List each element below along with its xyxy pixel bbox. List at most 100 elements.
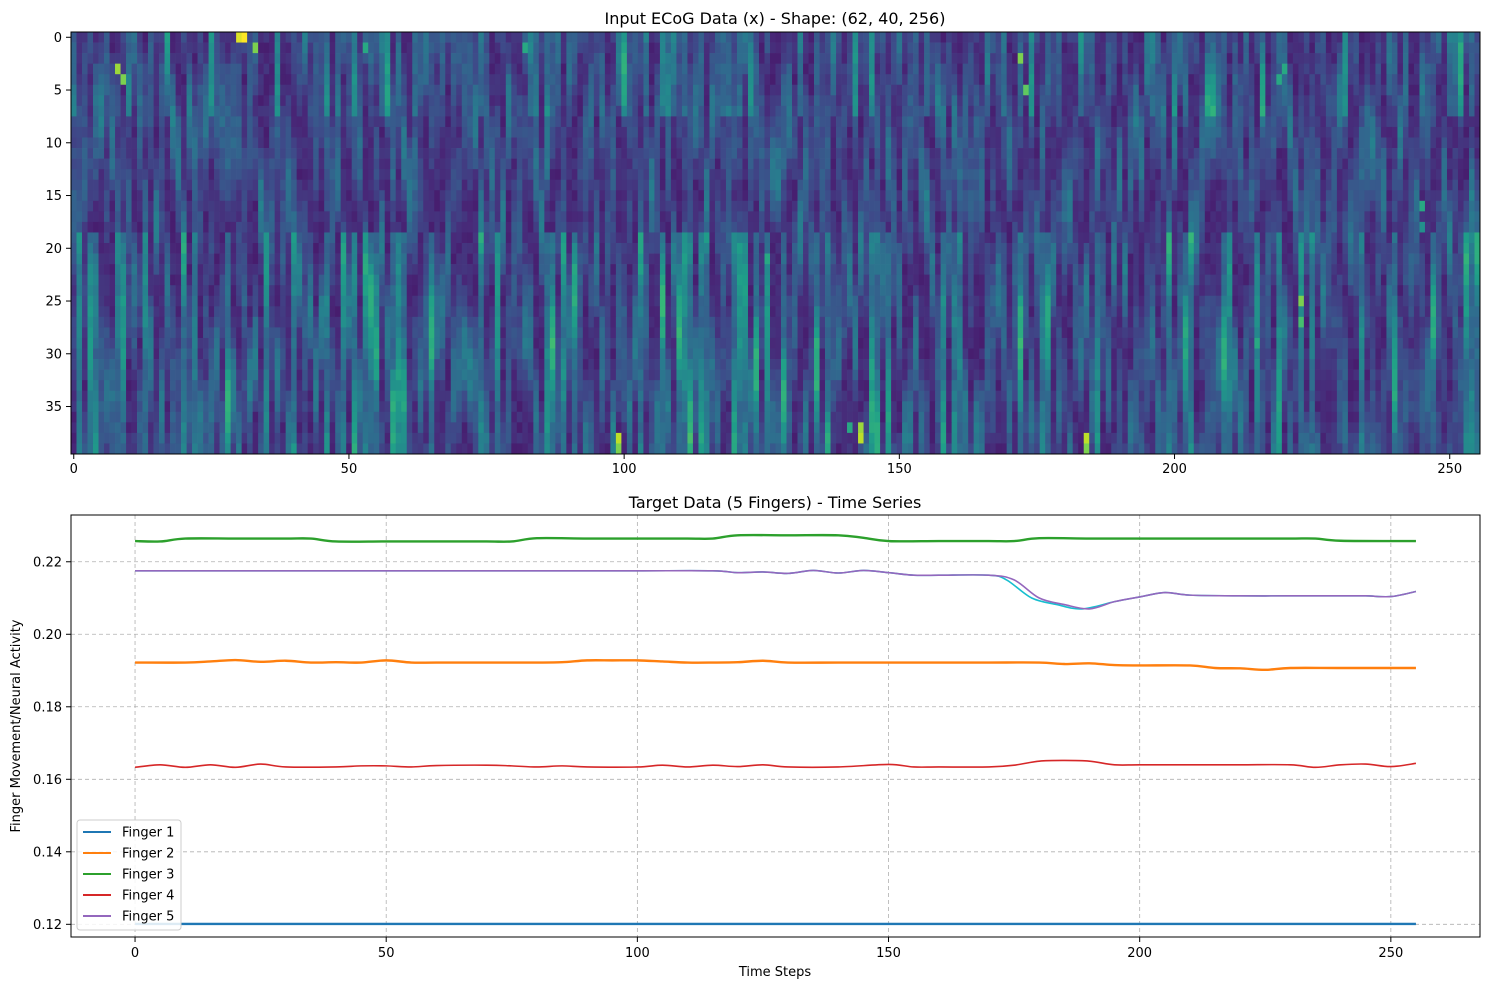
heatmap-cell bbox=[1100, 42, 1107, 54]
heatmap-cell bbox=[1182, 190, 1189, 202]
heatmap-cell bbox=[1468, 74, 1475, 86]
heatmap-cell bbox=[566, 95, 573, 107]
heatmap-cell bbox=[566, 63, 573, 75]
heatmap-cell bbox=[703, 137, 710, 149]
heatmap-cell bbox=[973, 200, 980, 212]
heatmap-cell bbox=[1446, 95, 1453, 107]
heatmap-cell bbox=[1193, 211, 1200, 223]
heatmap-cell bbox=[104, 126, 110, 138]
heatmap-cell bbox=[725, 116, 732, 128]
heatmap-cell bbox=[990, 84, 996, 96]
heatmap-cell bbox=[104, 200, 110, 212]
heatmap-cell bbox=[428, 116, 435, 128]
heatmap-cell bbox=[825, 137, 831, 149]
heatmap-cell bbox=[577, 221, 584, 233]
heatmap-cell bbox=[181, 137, 187, 149]
heatmap-cell bbox=[736, 232, 743, 244]
heatmap-cell bbox=[593, 63, 600, 75]
heatmap-cell bbox=[76, 137, 83, 149]
heatmap-cell bbox=[819, 95, 826, 107]
heatmap-cell bbox=[869, 63, 875, 75]
heatmap-cell bbox=[549, 116, 556, 128]
heatmap-cell bbox=[313, 158, 320, 170]
heatmap-cell bbox=[247, 126, 253, 138]
heatmap-cell bbox=[549, 126, 556, 138]
heatmap-cell bbox=[797, 221, 804, 233]
heatmap-cell bbox=[439, 126, 446, 138]
heatmap-cell bbox=[852, 190, 859, 202]
heatmap-cell bbox=[1050, 211, 1057, 223]
heatmap-cell bbox=[478, 158, 485, 170]
heatmap-cell bbox=[626, 148, 633, 159]
heatmap-cell bbox=[957, 158, 963, 170]
heatmap-cell bbox=[935, 126, 941, 138]
heatmap-cell bbox=[214, 53, 220, 64]
heatmap-cell bbox=[1023, 84, 1030, 96]
heatmap-cell bbox=[709, 137, 716, 149]
heatmap-cell bbox=[472, 53, 479, 64]
heatmap-cell bbox=[676, 63, 683, 75]
heatmap-cell bbox=[1204, 116, 1211, 128]
heatmap-cell bbox=[390, 42, 397, 54]
heatmap-cell bbox=[1094, 169, 1101, 181]
heatmap-cell bbox=[324, 116, 331, 128]
heatmap-cell bbox=[126, 158, 132, 170]
heatmap-cell bbox=[858, 221, 864, 233]
heatmap-cell bbox=[445, 74, 452, 86]
heatmap-cell bbox=[770, 42, 776, 54]
heatmap-cell bbox=[1072, 74, 1079, 86]
heatmap-cell bbox=[170, 221, 176, 233]
heatmap-cell bbox=[951, 63, 958, 75]
heatmap-cell bbox=[214, 32, 220, 43]
heatmap-cell bbox=[148, 200, 154, 212]
heatmap-cell bbox=[968, 221, 974, 233]
heatmap-cell bbox=[285, 179, 292, 191]
heatmap-cell bbox=[670, 221, 677, 233]
heatmap-cell bbox=[533, 42, 540, 54]
heatmap-cell bbox=[687, 53, 694, 64]
heatmap-cell bbox=[968, 126, 974, 138]
heatmap-cell bbox=[324, 148, 331, 159]
heatmap-cell bbox=[995, 137, 1002, 149]
heatmap-cell bbox=[681, 105, 688, 117]
heatmap-cell bbox=[478, 53, 485, 64]
heatmap-cell bbox=[731, 126, 738, 138]
heatmap-cell bbox=[885, 148, 892, 159]
heatmap-cell bbox=[781, 84, 787, 96]
heatmap-cell bbox=[1237, 148, 1244, 159]
heatmap-cell bbox=[648, 32, 655, 43]
heatmap-cell bbox=[1105, 116, 1112, 128]
heatmap-cell bbox=[885, 169, 892, 181]
heatmap-cell bbox=[902, 158, 908, 170]
heatmap-cell bbox=[1171, 221, 1178, 233]
heatmap-cell bbox=[692, 158, 699, 170]
heatmap-cell bbox=[241, 232, 248, 244]
heatmap-cell bbox=[615, 232, 622, 244]
heatmap-cell bbox=[307, 63, 314, 75]
heatmap-cell bbox=[1050, 63, 1057, 75]
heatmap-cell bbox=[830, 53, 837, 64]
heatmap-cell bbox=[1303, 53, 1310, 64]
heatmap-cell bbox=[588, 42, 595, 54]
heatmap-cell bbox=[1001, 53, 1008, 64]
heatmap-cell bbox=[852, 137, 859, 149]
heatmap-cell bbox=[263, 32, 270, 43]
heatmap-cell bbox=[87, 158, 94, 170]
heatmap-cell bbox=[1320, 126, 1327, 138]
heatmap-cell bbox=[522, 200, 529, 212]
heatmap-cell bbox=[379, 126, 386, 138]
heatmap-cell bbox=[533, 232, 540, 244]
heatmap-cell bbox=[1122, 32, 1129, 43]
heatmap-cell bbox=[175, 53, 182, 64]
heatmap-cell bbox=[990, 32, 996, 43]
heatmap-cell bbox=[87, 32, 94, 43]
heatmap-cell bbox=[82, 158, 88, 170]
heatmap-cell bbox=[296, 169, 303, 181]
heatmap-cell bbox=[698, 179, 705, 191]
heatmap-cell bbox=[929, 95, 936, 107]
heatmap-cell bbox=[951, 126, 958, 138]
heatmap-cell bbox=[1419, 42, 1426, 54]
heatmap-cell bbox=[1430, 169, 1437, 181]
heatmap-cell bbox=[164, 63, 171, 75]
heatmap-cell bbox=[1265, 179, 1272, 191]
